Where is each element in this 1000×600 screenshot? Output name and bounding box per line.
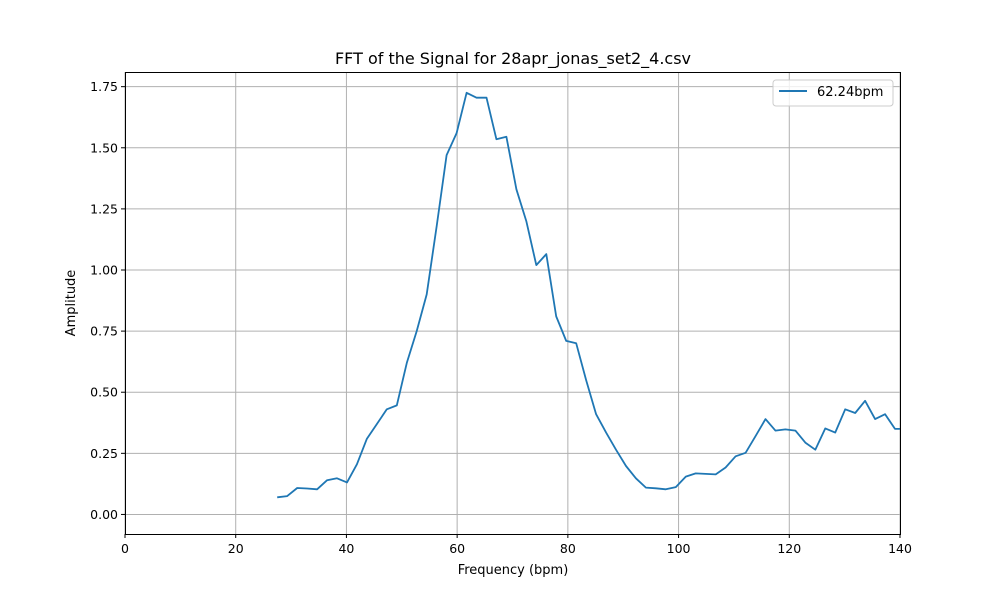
series-line-0 [277,91,900,499]
y-tick-label: 0.50 [90,385,118,400]
x-axis-ticks: 0 20 40 60 80 100 120 140 [121,534,912,556]
x-tick-label: 100 [667,541,691,556]
y-tick-label: 0.00 [90,507,118,522]
y-tick-label: 1.75 [90,79,118,94]
legend-label: 62.24bpm [817,85,883,100]
y-tick-label: 1.00 [90,263,118,278]
x-axis-label: Frequency (bpm) [458,563,569,578]
chart-title: FFT of the Signal for 28apr_jonas_set2_4… [335,49,691,69]
x-tick-label: 0 [121,541,129,556]
y-tick-label: 1.50 [90,140,118,155]
x-tick-label: 80 [560,541,576,556]
series-layer [277,91,900,499]
legend: 62.24bpm [772,79,894,107]
x-tick-label: 40 [338,541,354,556]
y-tick-label: 0.75 [90,324,118,339]
x-tick-label: 60 [449,541,465,556]
y-axis-ticks: 0.00 0.25 0.50 0.75 1.00 1.25 1.50 1.75 [90,79,125,522]
x-tick-label: 120 [777,541,801,556]
x-tick-label: 140 [888,541,912,556]
y-axis-label: Amplitude [64,270,79,337]
legend-box [772,79,894,107]
plot-frame [125,72,901,535]
x-tick-label: 20 [228,541,244,556]
y-tick-label: 0.25 [90,446,118,461]
y-tick-label: 1.25 [90,201,118,216]
